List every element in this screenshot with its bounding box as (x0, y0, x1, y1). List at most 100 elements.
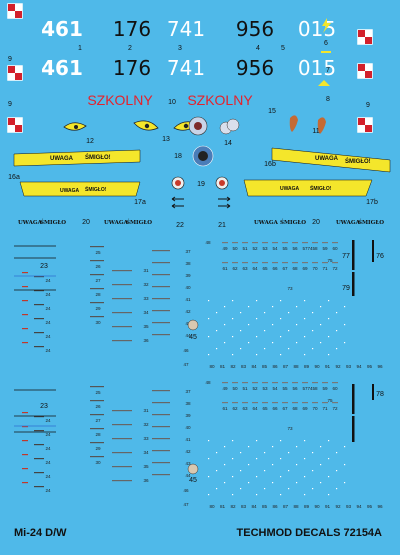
stencil-row: UWAGA ŚMIGŁO UWAGA ŚMIGŁO UWAGA ŚMIGŁO U… (18, 218, 384, 226)
decal-number: 49 (222, 386, 228, 391)
svg-text:ŚMIGŁO: ŚMIGŁO (126, 218, 152, 226)
stencil-dot (272, 464, 274, 466)
stencil-mark (152, 390, 170, 392)
stencil-dot (232, 354, 234, 356)
arrow-left-icon (171, 203, 184, 209)
stripe-decal (352, 416, 355, 442)
decal-number: 33 (143, 436, 149, 441)
decal-number: 55 (282, 386, 288, 391)
stencil-dot (312, 330, 314, 332)
warning-stripe-17a: UWAGA ŚMIGŁO! (19, 181, 141, 197)
decal-number: 75 (327, 258, 333, 263)
arrow-left-icon (171, 196, 184, 202)
stencil-mark (152, 286, 170, 288)
decal-number: 4 (256, 45, 260, 52)
decal-number: 93 (346, 504, 352, 509)
stencil-dot (224, 482, 226, 484)
decal-number: 51 (242, 246, 248, 251)
stencil-dot (328, 354, 330, 356)
decal-number: 62 (232, 406, 238, 411)
stencil-dot (232, 318, 234, 320)
stencil-mark (112, 438, 132, 440)
stencil-mark (302, 262, 308, 264)
decal-number: 35 (143, 464, 149, 469)
decal-number: 95 (367, 504, 373, 509)
stencil-dot (280, 458, 282, 460)
decal-number: 45 (189, 334, 197, 341)
svg-text:ŚMIGŁO!: ŚMIGŁO! (345, 158, 371, 165)
stencil-group: 24 24 24 24 24 24 25 26 27 28 29 30 31 32 33 34 35 36 37 38… (22, 380, 383, 509)
decal-number: 49 (222, 246, 228, 251)
stencil-dot (264, 348, 266, 350)
decal-number: 10 (168, 99, 176, 106)
decal-number: 20 (312, 219, 320, 226)
stencil-dot (328, 318, 330, 320)
stencil-dot (296, 482, 298, 484)
decal-number: 86 (272, 364, 278, 369)
decal-number: 12 (86, 138, 94, 145)
tail-number: 015 (298, 56, 336, 80)
decal-number: 27 (95, 278, 101, 283)
decal-number: 56 (292, 386, 298, 391)
stencil-mark (112, 326, 132, 328)
decal-number: 53 (262, 246, 268, 251)
unit-badge-icon (194, 122, 202, 130)
stencil-mark (112, 270, 132, 272)
stencil-mark (272, 382, 278, 384)
stencil-dot (256, 318, 258, 320)
stencil-mark (22, 468, 28, 470)
decal-number: 37 (185, 249, 191, 254)
svg-text:ŚMIGŁO!: ŚMIGŁO! (85, 186, 107, 193)
decal-number: 60 (332, 246, 338, 251)
stencil-dot (256, 300, 258, 302)
decal-number: 72 (332, 406, 338, 411)
stencil-mark (282, 242, 288, 244)
checker-insignia-icon (357, 117, 373, 133)
stencil-dot (280, 300, 282, 302)
decal-number: 80 (209, 504, 215, 509)
decal-number: 43 (185, 461, 191, 466)
svg-text:UWAGA: UWAGA (50, 156, 74, 162)
decal-number: 30 (95, 320, 101, 325)
decal-number: 22 (176, 222, 184, 229)
stencil-mark (22, 286, 28, 288)
stencil-dot (232, 440, 234, 442)
decal-number: 68 (292, 406, 298, 411)
svg-text:ŚMIGŁO: ŚMIGŁO (358, 218, 384, 226)
decal-number: 5 (281, 45, 285, 52)
stencil-mark (152, 402, 170, 404)
stencil-dot (288, 348, 290, 350)
stencil-dot (272, 446, 274, 448)
stencil-mark (22, 314, 28, 316)
stencil-mark (242, 262, 248, 264)
stencil-dot (248, 482, 250, 484)
stencil-dot (216, 330, 218, 332)
stencil-dot (320, 324, 322, 326)
stencil-group: 24 24 24 24 24 24 25 26 27 28 29 30 31 32 33 34 35 36 37 38… (22, 240, 383, 369)
stencil-mark (34, 318, 44, 320)
stencil-dot (208, 318, 210, 320)
stencil-mark (322, 262, 328, 264)
stencil-dot (264, 330, 266, 332)
stencil-dot (256, 458, 258, 460)
stencil-dot (208, 300, 210, 302)
stencil-mark (302, 242, 308, 244)
stencil-dot (248, 324, 250, 326)
decal-number: 82 (230, 504, 236, 509)
stencil-mark (292, 262, 298, 264)
stencil-mark (232, 382, 238, 384)
decal-number: 7 (326, 67, 330, 74)
decal-number: 17b (366, 199, 378, 206)
decal-number: 15 (268, 108, 276, 115)
stencil-mark (292, 242, 298, 244)
stencil-dot (208, 458, 210, 460)
stencil-mark (34, 458, 44, 460)
stencil-mark (22, 342, 28, 344)
stencil-mark (312, 242, 318, 244)
decal-number: 47 (183, 502, 189, 507)
stencil-mark (152, 334, 170, 336)
lightning-icon (322, 18, 331, 33)
tail-number: 741 (167, 56, 205, 80)
decal-number: 18 (174, 153, 182, 160)
decal-number: 42 (185, 449, 191, 454)
